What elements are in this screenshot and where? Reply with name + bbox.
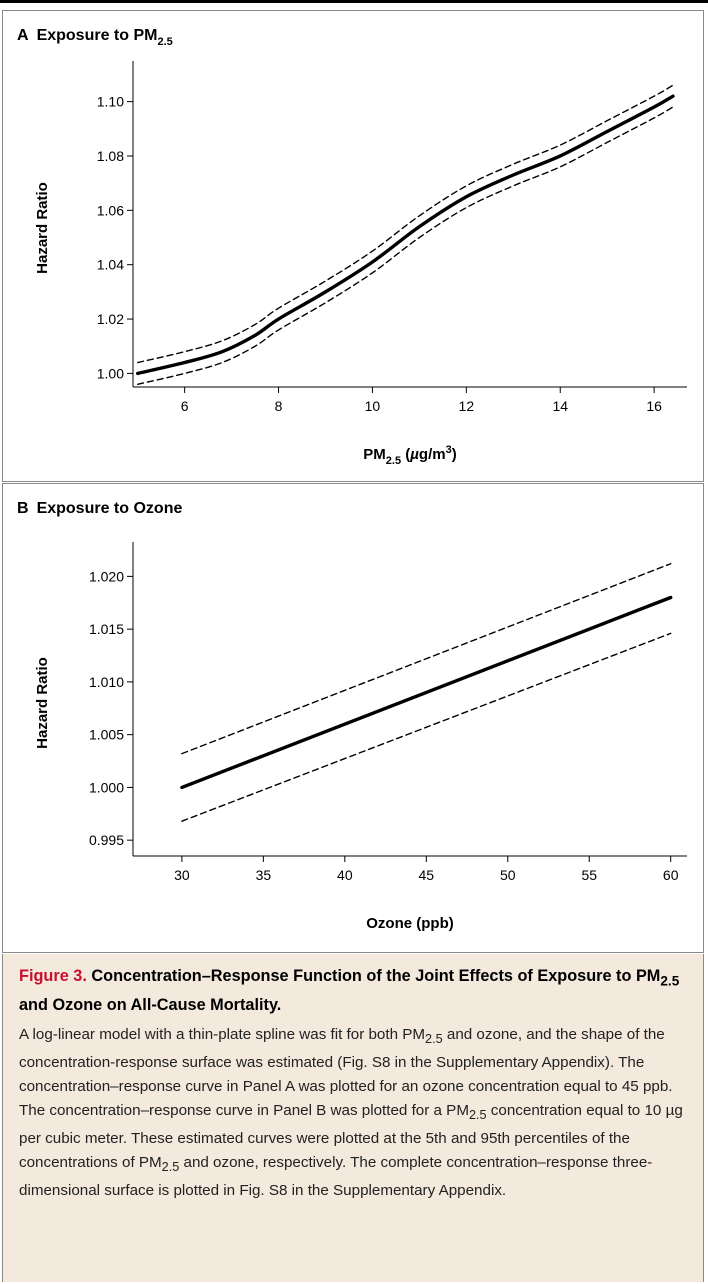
chart-a-y-axis-title: Hazard Ratio <box>34 182 51 274</box>
caption-body-text-3: concentration equal to 10 µg per cubic m… <box>19 1102 683 1172</box>
chart-a: A Exposure to PM2.51.001.021.041.061.081.… <box>17 27 687 467</box>
chart-b-panel-label: B <box>17 500 29 517</box>
chart-a-x-axis-title-part: 2.5 <box>386 455 401 467</box>
chart-a-y-tick-label: 1.04 <box>97 257 124 273</box>
chart-a-x-axis-title-part: g/m <box>419 446 446 463</box>
figure-caption: Figure 3. Concentration–Response Functio… <box>2 954 704 1282</box>
chart-b-x-axis-title: Ozone (ppb) <box>366 915 453 932</box>
chart-a-x-tick-label: 12 <box>459 398 475 414</box>
chart-a-y-tick-label: 1.10 <box>97 94 124 110</box>
chart-b-y-tick-label: 1.000 <box>89 779 124 795</box>
chart-b-x-axis-title-part: Ozone (ppb) <box>366 915 453 932</box>
top-rule <box>0 0 708 3</box>
chart-b-x-tick-label: 40 <box>337 867 353 883</box>
chart-a-panel-title: A Exposure to PM2.5 <box>17 27 173 48</box>
chart-b-x-tick-label: 30 <box>174 867 190 883</box>
chart-a-y-tick-label: 1.02 <box>97 311 124 327</box>
caption-body-text-2: and ozone, and the shape of the concentr… <box>19 1026 673 1120</box>
caption-title-sub: 2.5 <box>660 973 680 989</box>
chart-b-series-upper <box>181 563 672 755</box>
chart-b-x-tick-label: 55 <box>581 867 597 883</box>
chart-a-x-axis-title-part: ( <box>401 446 410 463</box>
chart-a-title-sub: 2.5 <box>157 36 172 48</box>
chart-b-y-tick-label: 0.995 <box>89 832 124 848</box>
chart-a-panel-label: A <box>17 27 29 44</box>
chart-a-y-tick-label: 1.08 <box>97 148 124 164</box>
chart-b-y-tick-label: 1.005 <box>89 727 124 743</box>
chart-b-y-tick-label: 1.015 <box>89 621 124 637</box>
chart-a-y-tick-label: 1.00 <box>97 365 124 381</box>
chart-b-x-tick-label: 35 <box>256 867 272 883</box>
caption-title: Figure 3. Concentration–Response Functio… <box>19 964 687 1017</box>
chart-a-x-axis-title-part: PM <box>363 446 386 463</box>
chart-b-title-text: Exposure to Ozone <box>37 500 183 517</box>
panel-a: A Exposure to PM2.5 1.00 1.02 1.04 1.06 1.08 1.… <box>2 10 704 482</box>
chart-a-x-tick-label: 14 <box>552 398 568 414</box>
chart-a-x-tick-label: 6 <box>181 398 189 414</box>
chart-b-y-axis-title: Hazard Ratio <box>34 657 51 749</box>
chart-b-series-estimate <box>180 595 673 790</box>
chart-a-y-tick-label: 1.06 <box>97 202 124 218</box>
chart-b-y-tick-label: 1.010 <box>89 674 124 690</box>
chart-a-x-axis-title-part: ) <box>452 446 457 463</box>
chart-b-x-tick-label: 45 <box>419 867 435 883</box>
caption-body-sub-3: 2.5 <box>161 1160 180 1175</box>
chart-a-x-axis-title: PM2.5 (µg/m3) <box>363 444 456 467</box>
chart-a-series-upper <box>136 84 674 364</box>
caption-body-sub-1: 2.5 <box>425 1032 443 1047</box>
chart-b-panel-title: B Exposure to Ozone <box>17 500 182 517</box>
chart-a-title-text: Exposure to PM <box>37 27 158 44</box>
caption-title-text-1: Concentration–Response Function of the J… <box>86 967 661 985</box>
caption-body-text-4: and ozone, respectively. The complete co… <box>19 1154 653 1200</box>
chart-b: B Exposure to Ozone 0.995 1.000 1.005 1.010 1.… <box>17 500 687 932</box>
chart-a-x-axis-title-part: 3 <box>446 444 452 456</box>
caption-title-text-2: and Ozone on All-Cause Mortality. <box>19 996 282 1015</box>
caption-body-sub-2: 2.5 <box>468 1108 487 1123</box>
chart-a-x-tick-label: 16 <box>646 398 662 414</box>
chart-b-x-tick-label: 50 <box>500 867 516 883</box>
chart-a-x-tick-label: 10 <box>365 398 381 414</box>
chart-a-series-lower <box>136 106 674 385</box>
chart-a-series-estimate <box>135 94 675 376</box>
chart-a-x-tick-label: 8 <box>275 398 283 414</box>
caption-body-text-1: A log-linear model with a thin-plate spl… <box>19 1026 426 1044</box>
panel-b: B Exposure to Ozone 0.995 1.000 1.005 1.010 1.… <box>2 483 704 953</box>
chart-a-x-axis-title-part: µ <box>409 446 419 463</box>
figure-label: Figure 3. <box>19 967 87 985</box>
chart-b-y-tick-label: 1.020 <box>89 568 124 584</box>
caption-body: A log-linear model with a thin-plate spl… <box>19 1023 687 1203</box>
chart-b-x-tick-label: 60 <box>663 867 679 883</box>
chart-b-series-lower <box>181 632 672 822</box>
